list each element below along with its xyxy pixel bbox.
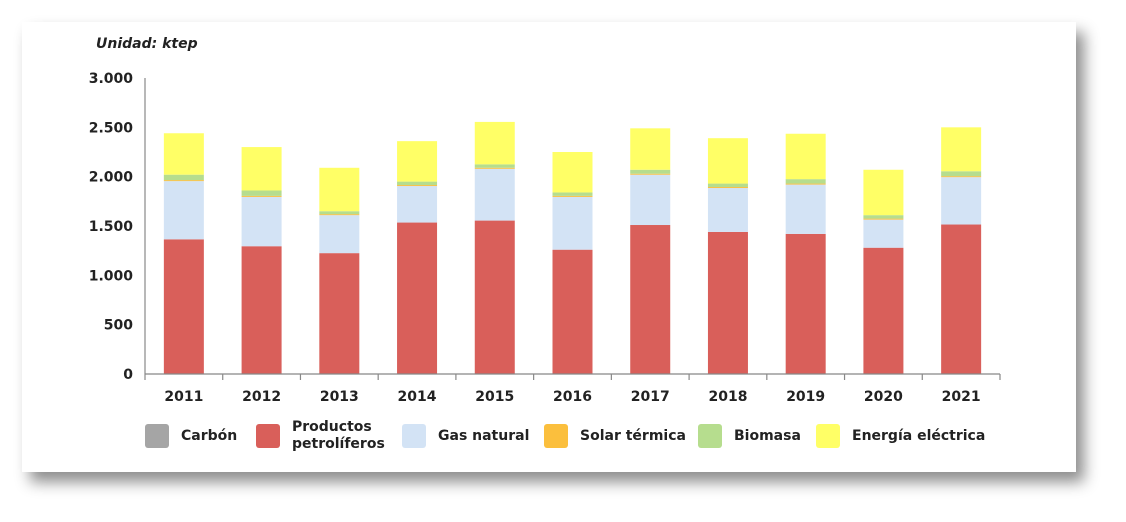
x-tick-label-2019: 2019	[786, 389, 825, 405]
y-tick-label-1500: 1.500	[89, 219, 134, 235]
axes-group	[144, 78, 1001, 380]
legend-label-gas-natural: Gas natural	[438, 427, 530, 444]
bar-2015-productos-petroliferos	[474, 220, 515, 374]
x-tick-label-2021: 2021	[942, 389, 981, 405]
legend-label-solar-termica: Solar térmica	[580, 427, 686, 444]
legend-label-productos-petroliferos: Productos petrolíferos	[292, 419, 385, 452]
legend-item-gas-natural: Gas natural	[402, 424, 529, 448]
legend-swatch-solar-termica	[544, 424, 568, 448]
legend-swatch-productos-petroliferos	[256, 424, 280, 448]
legend-swatch-biomasa	[698, 424, 722, 448]
bar-2017-gas-natural	[630, 174, 671, 226]
bar-2012-gas-natural	[241, 196, 282, 247]
bar-2013-gas-natural	[319, 215, 360, 254]
bar-2012-productos-petroliferos	[241, 246, 282, 374]
legend-item-productos-petroliferos: Productos petrolíferos	[256, 419, 387, 453]
bar-2013-energia-electrica	[319, 167, 360, 212]
legend-item-carbon: Carbón	[145, 424, 237, 448]
y-tick-label-500: 500	[104, 318, 133, 334]
bar-2020-biomasa	[863, 215, 904, 219]
legend-item-energia-electrica: Energía eléctrica	[816, 424, 985, 448]
bar-2019-energia-electrica	[785, 133, 826, 180]
x-tick-label-2016: 2016	[553, 389, 592, 405]
bar-2016-solar-termica	[552, 195, 593, 197]
bar-2017-biomasa	[630, 169, 671, 174]
bar-2011-biomasa	[163, 174, 204, 181]
legend-swatch-energia-electrica	[816, 424, 840, 448]
bar-2016-biomasa	[552, 192, 593, 196]
bar-2016-productos-petroliferos	[552, 249, 593, 374]
bar-2015-biomasa	[474, 164, 515, 168]
bar-2013-solar-termica	[319, 214, 360, 216]
bar-2021-biomasa	[941, 171, 982, 177]
bar-2021-gas-natural	[941, 177, 982, 225]
bar-2013-productos-petroliferos	[319, 253, 360, 374]
bar-2020-productos-petroliferos	[863, 247, 904, 374]
bar-2012-energia-electrica	[241, 147, 282, 191]
bar-2019-gas-natural	[785, 184, 826, 234]
bar-2020-energia-electrica	[863, 169, 904, 216]
legend-item-solar-termica: Solar térmica	[544, 424, 686, 448]
bar-2016-gas-natural	[552, 196, 593, 250]
bar-2018-energia-electrica	[707, 138, 748, 184]
bar-2018-solar-termica	[707, 187, 748, 189]
bar-2018-biomasa	[707, 183, 748, 188]
bar-2020-gas-natural	[863, 219, 904, 248]
y-tick-label-1000: 1.000	[89, 268, 134, 284]
bar-2017-productos-petroliferos	[630, 225, 671, 374]
legend-label-biomasa: Biomasa	[734, 427, 801, 444]
bar-2019-biomasa	[785, 179, 826, 184]
bar-2018-gas-natural	[707, 188, 748, 232]
bar-2020-solar-termica	[863, 218, 904, 220]
bar-2014-gas-natural	[397, 186, 438, 223]
x-axis-ticks: 2011 2012 2013 2014 2015 2016 2017 2018 2019 2020…	[164, 389, 980, 405]
bar-2021-solar-termica	[941, 176, 982, 178]
y-tick-label-2000: 2.000	[89, 170, 134, 186]
bar-2011-gas-natural	[163, 181, 204, 240]
bar-2014-productos-petroliferos	[397, 222, 438, 374]
x-tick-label-2018: 2018	[708, 389, 747, 405]
bar-2016-energia-electrica	[552, 152, 593, 193]
bar-2011-solar-termica	[163, 180, 204, 182]
legend-swatch-carbon	[145, 424, 169, 448]
bar-2011-productos-petroliferos	[163, 239, 204, 374]
x-tick-label-2015: 2015	[475, 389, 514, 405]
y-axis-ticks: 0 500 1.000 1.500 2.000 2.500 3.000	[89, 71, 134, 383]
bar-2011-energia-electrica	[163, 133, 204, 175]
x-tick-label-2017: 2017	[631, 389, 670, 405]
bar-2019-solar-termica	[785, 183, 826, 185]
bar-2014-solar-termica	[397, 185, 438, 187]
bar-2013-biomasa	[319, 211, 360, 215]
x-tick-label-2020: 2020	[864, 389, 903, 405]
bar-2015-gas-natural	[474, 168, 515, 221]
bar-2014-biomasa	[397, 181, 438, 186]
bar-2015-energia-electrica	[474, 121, 515, 165]
bar-2018-productos-petroliferos	[707, 231, 748, 374]
x-tick-label-2013: 2013	[320, 389, 359, 405]
legend-item-biomasa: Biomasa	[698, 424, 801, 448]
y-tick-label-2500: 2.500	[89, 120, 134, 136]
bar-2017-energia-electrica	[630, 128, 671, 170]
x-tick-label-2012: 2012	[242, 389, 281, 405]
bar-2019-productos-petroliferos	[785, 233, 826, 374]
bar-2021-energia-electrica	[941, 127, 982, 172]
legend-label-carbon: Carbón	[181, 427, 238, 444]
x-tick-label-2014: 2014	[398, 389, 437, 405]
y-tick-label-3000: 3.000	[89, 71, 134, 87]
bar-2017-solar-termica	[630, 173, 671, 175]
y-tick-label-0: 0	[123, 367, 133, 383]
bars-group	[163, 121, 982, 374]
bar-2014-energia-electrica	[397, 141, 438, 182]
bar-2012-solar-termica	[241, 195, 282, 197]
legend-label-energia-electrica: Energía eléctrica	[852, 427, 986, 444]
bar-2012-biomasa	[241, 190, 282, 196]
legend-swatch-gas-natural	[402, 424, 426, 448]
x-tick-label-2011: 2011	[164, 389, 203, 405]
bar-2021-productos-petroliferos	[941, 224, 982, 374]
unit-label: Unidad: ktep	[96, 36, 198, 52]
bar-2015-solar-termica	[474, 167, 515, 169]
